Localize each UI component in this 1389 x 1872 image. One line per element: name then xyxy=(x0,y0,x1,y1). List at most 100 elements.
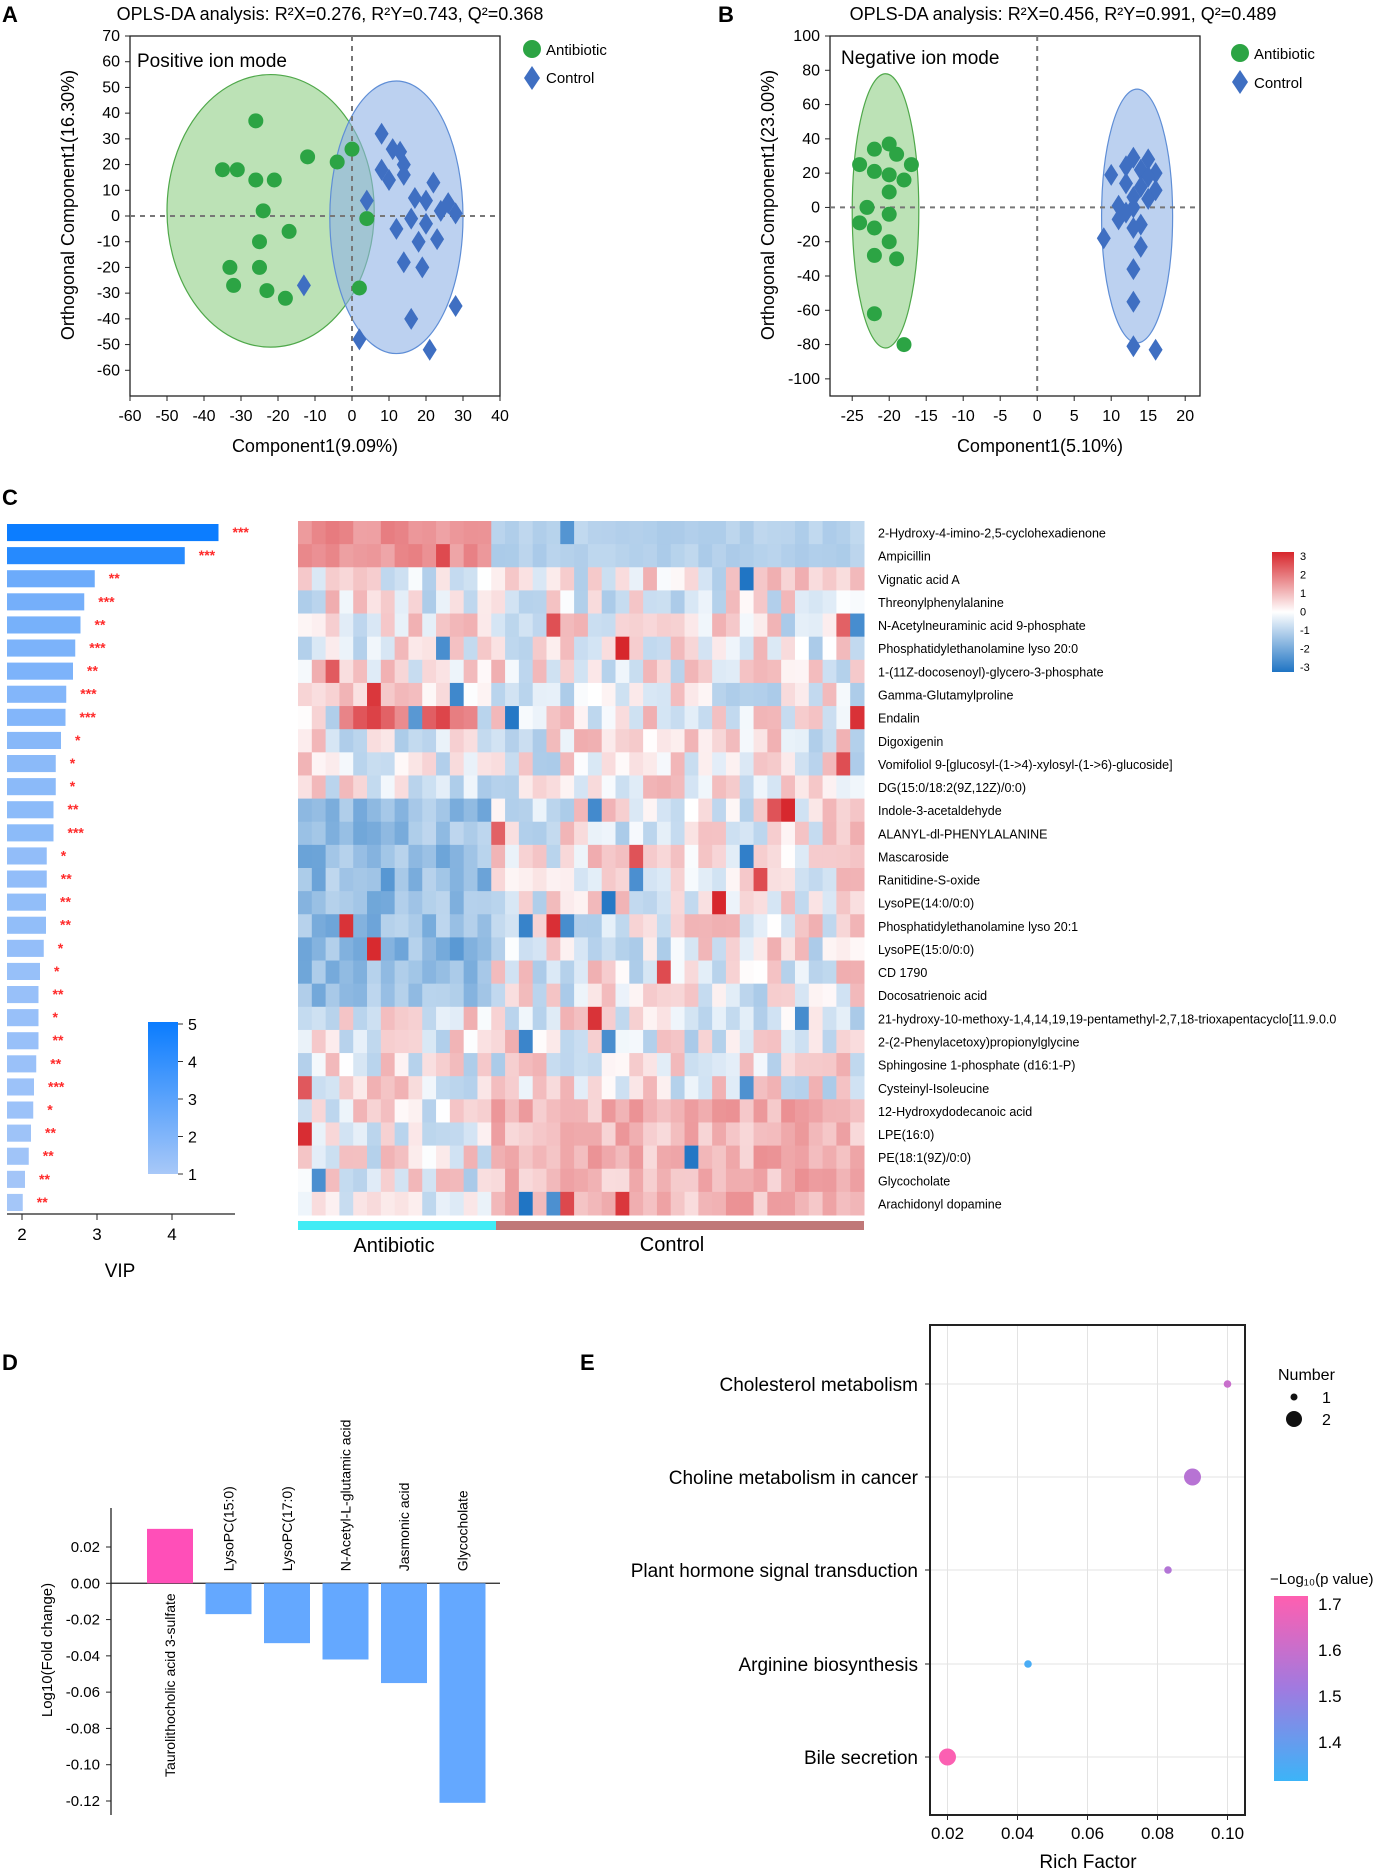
metabolite-label: 2-(2-Phenylacetoxy)propionylglycine xyxy=(878,1036,1080,1050)
x-tick-label: 5 xyxy=(1070,408,1079,425)
control-point xyxy=(422,338,437,361)
vip-bar xyxy=(7,1124,31,1142)
heatmap-cell xyxy=(615,567,630,591)
heatmap-cell xyxy=(574,1053,589,1077)
heatmap-cell xyxy=(518,1099,534,1123)
heatmap-cell xyxy=(629,752,644,776)
heatmap-cell xyxy=(394,544,409,568)
heatmap-cell xyxy=(505,844,520,869)
heatmap-cell xyxy=(601,983,617,1008)
metabolite-label: Sphingosine 1-phosphate (d16:1-P) xyxy=(878,1059,1075,1073)
heatmap-cell xyxy=(794,891,810,915)
heatmap-cell xyxy=(505,729,520,753)
heatmap-cell xyxy=(698,960,713,985)
heatmap-cell xyxy=(601,1145,617,1170)
metabolite-label: 2-Hydroxy-4-imino-2,5-cyclohexadienone xyxy=(878,527,1106,541)
heatmap-cell xyxy=(339,798,354,823)
heatmap-cell xyxy=(325,590,340,615)
heatmap-cell xyxy=(422,937,437,962)
heatmap-cell xyxy=(367,1029,382,1054)
heatmap-cell xyxy=(836,752,851,776)
heatmap-cell xyxy=(532,752,547,776)
heatmap-cell xyxy=(698,659,713,684)
heatmap-cell xyxy=(698,1099,713,1123)
heatmap-cell xyxy=(698,1029,713,1054)
heatmap-cell xyxy=(615,521,630,545)
y-tick-label: -100 xyxy=(788,371,820,388)
heatmap-cell xyxy=(656,1006,672,1031)
heatmap-cell xyxy=(339,937,354,962)
antibiotic-point xyxy=(300,149,316,165)
x-tick-label: 40 xyxy=(491,408,509,425)
panel-a-legend: Antibiotic Control xyxy=(523,40,607,90)
heatmap-cell xyxy=(532,868,547,892)
heatmap-cell xyxy=(380,613,396,638)
heatmap-cell xyxy=(505,1122,520,1147)
heatmap-cell xyxy=(325,682,340,707)
heatmap-cell xyxy=(422,1168,437,1193)
heatmap-cell xyxy=(505,775,520,800)
heatmap-cell xyxy=(574,544,589,568)
heatmap-cell xyxy=(574,868,589,892)
heatmap-cell xyxy=(546,914,561,938)
heatmap-cell xyxy=(684,1145,699,1170)
heatmap-cell xyxy=(546,752,561,776)
heatmap-cell xyxy=(394,775,409,800)
heatmap-cell xyxy=(615,1053,630,1077)
heatmap-cell xyxy=(560,682,575,707)
heatmap-cell xyxy=(836,521,851,545)
heatmap-cell xyxy=(615,613,630,638)
heatmap-cell xyxy=(380,960,396,985)
heatmap-cell xyxy=(463,1053,478,1077)
heatmap-cell xyxy=(725,1145,741,1170)
heatmap-cell xyxy=(298,960,313,985)
heatmap-cell xyxy=(422,1053,437,1077)
heatmap-cell xyxy=(794,1053,810,1077)
heatmap-cell xyxy=(560,983,575,1008)
heatmap-cell xyxy=(394,1099,409,1123)
heatmap-cell xyxy=(408,729,423,753)
y-tick-label: 80 xyxy=(802,62,820,79)
heatmap-cell xyxy=(574,1168,589,1193)
heatmap-cell xyxy=(546,659,561,684)
heatmap-cell xyxy=(436,706,451,730)
fold-change-bar xyxy=(147,1528,193,1584)
heatmap-cell xyxy=(587,613,603,638)
heatmap-cell xyxy=(684,1006,699,1031)
antibiotic-point xyxy=(329,154,345,170)
heatmap-cell xyxy=(339,659,354,684)
heatmap-cell xyxy=(353,891,368,915)
y-tick-label: -30 xyxy=(97,285,120,302)
heatmap-cell xyxy=(850,1099,865,1123)
heatmap-cell xyxy=(850,1168,865,1193)
heatmap-cell xyxy=(298,914,313,938)
heatmap-cell xyxy=(850,1006,865,1031)
heatmap-cell xyxy=(449,544,465,568)
heatmap-cell xyxy=(339,844,354,869)
heatmap-cell xyxy=(394,682,409,707)
vip-bar xyxy=(7,731,61,749)
control-point xyxy=(1141,187,1156,210)
heatmap-cell xyxy=(808,521,824,545)
antibiotic-point xyxy=(852,215,868,231)
heatmap-cell xyxy=(684,636,699,661)
heatmap-cell xyxy=(753,567,768,591)
antibiotic-point xyxy=(889,251,905,267)
heatmap-cell xyxy=(794,590,810,615)
heatmap-cell xyxy=(684,613,699,638)
control-point xyxy=(1119,172,1133,195)
heatmap-cell xyxy=(560,590,575,615)
heatmap-cell xyxy=(394,613,409,638)
heatmap-cell xyxy=(587,567,603,591)
antibiotic-point xyxy=(248,172,264,188)
heatmap-cell xyxy=(491,567,506,591)
heatmap-cell xyxy=(574,752,589,776)
heatmap-cell xyxy=(449,1099,465,1123)
heatmap-cell xyxy=(546,798,561,823)
fold-change-bar xyxy=(264,1583,310,1644)
heatmap-colorbar-label: 2 xyxy=(1300,570,1306,582)
heatmap-cell xyxy=(408,752,423,776)
heatmap-cell xyxy=(325,798,340,823)
x-tick-label: 0 xyxy=(1033,408,1042,425)
significance-stars: * xyxy=(61,847,67,863)
